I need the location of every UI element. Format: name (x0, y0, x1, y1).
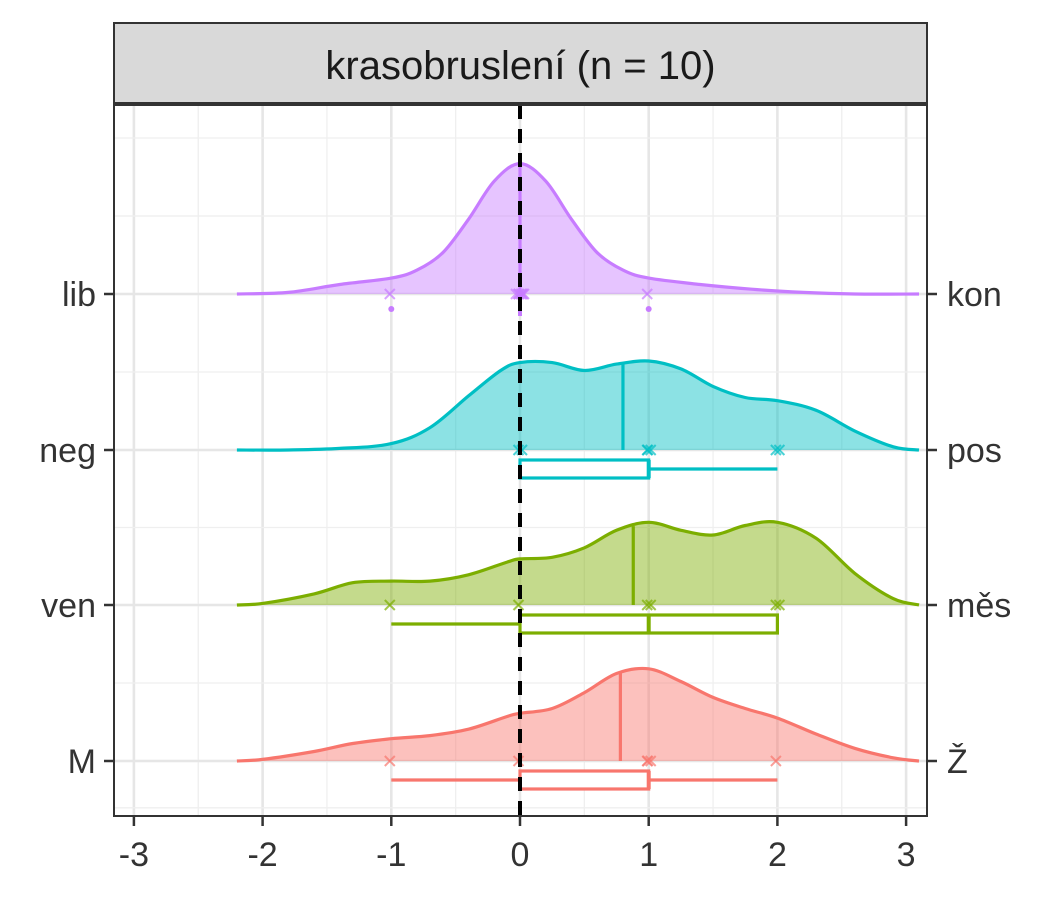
x-tick-label: -3 (119, 836, 149, 874)
y-right-tick-label: kon (947, 276, 1002, 314)
data-point-stroke (641, 755, 654, 767)
y-right-tick-label: měs (947, 587, 1011, 625)
data-point (384, 755, 396, 767)
x-tick-label: -1 (376, 836, 406, 874)
data-point (770, 755, 782, 767)
y-right-tick-label: pos (947, 432, 1002, 470)
data-point (773, 444, 786, 456)
chart-title: krasobruslení (n = 10) (325, 44, 715, 88)
data-point-stroke (641, 599, 653, 611)
data-point (512, 599, 525, 611)
data-point-stroke (773, 599, 786, 611)
data-point (644, 755, 657, 767)
data-point-stroke (770, 444, 782, 456)
series-layer (236, 161, 920, 791)
x-tick-label: -2 (247, 836, 277, 874)
data-point (770, 444, 782, 456)
data-point-stroke (770, 599, 782, 611)
y-left-tick-label: ven (41, 587, 96, 625)
box-outlier (645, 306, 652, 312)
data-point (641, 444, 654, 456)
data-point (513, 288, 525, 300)
y-left-tick-label: M (68, 743, 96, 781)
data-point-stroke (513, 288, 525, 300)
data-point (384, 599, 396, 611)
data-point (773, 599, 786, 611)
data-point-stroke (770, 755, 782, 767)
density-area (236, 360, 920, 451)
density-curve (236, 161, 920, 296)
data-point (515, 288, 527, 300)
data-point (384, 288, 396, 300)
data-point (644, 444, 657, 456)
strip-header: krasobruslení (n = 10) (113, 22, 928, 104)
density-area (236, 521, 920, 605)
data-point-stroke (641, 288, 653, 300)
density-curve (236, 520, 920, 607)
data-point (644, 599, 657, 611)
x-tick-label: 1 (639, 836, 658, 874)
y-left-tick-label: neg (39, 432, 96, 470)
data-point (770, 599, 782, 611)
x-tick-label: 3 (897, 836, 916, 874)
density-curve (236, 666, 920, 763)
density-curve (236, 359, 920, 452)
data-point-stroke (515, 288, 527, 300)
y-right-tick-label: Ž (947, 743, 968, 781)
data-point (641, 755, 654, 767)
data-point-stroke (773, 444, 786, 456)
data-point-stroke (384, 599, 396, 611)
box-iqr (518, 458, 651, 480)
x-tick-label: 0 (511, 836, 530, 874)
data-point-stroke (512, 599, 525, 611)
data-point-stroke (641, 444, 654, 456)
data-point-stroke (644, 599, 657, 611)
data-point-stroke (384, 755, 396, 767)
y-left-tick-label: lib (62, 276, 96, 314)
data-point-stroke (384, 288, 396, 300)
data-point-stroke (644, 755, 657, 767)
strip-background (113, 22, 928, 104)
data-point (641, 599, 653, 611)
data-point-stroke (644, 444, 657, 456)
box-iqr (518, 769, 651, 791)
data-point (641, 288, 653, 300)
x-tick-label: 2 (768, 836, 787, 874)
box-outlier (388, 306, 395, 312)
